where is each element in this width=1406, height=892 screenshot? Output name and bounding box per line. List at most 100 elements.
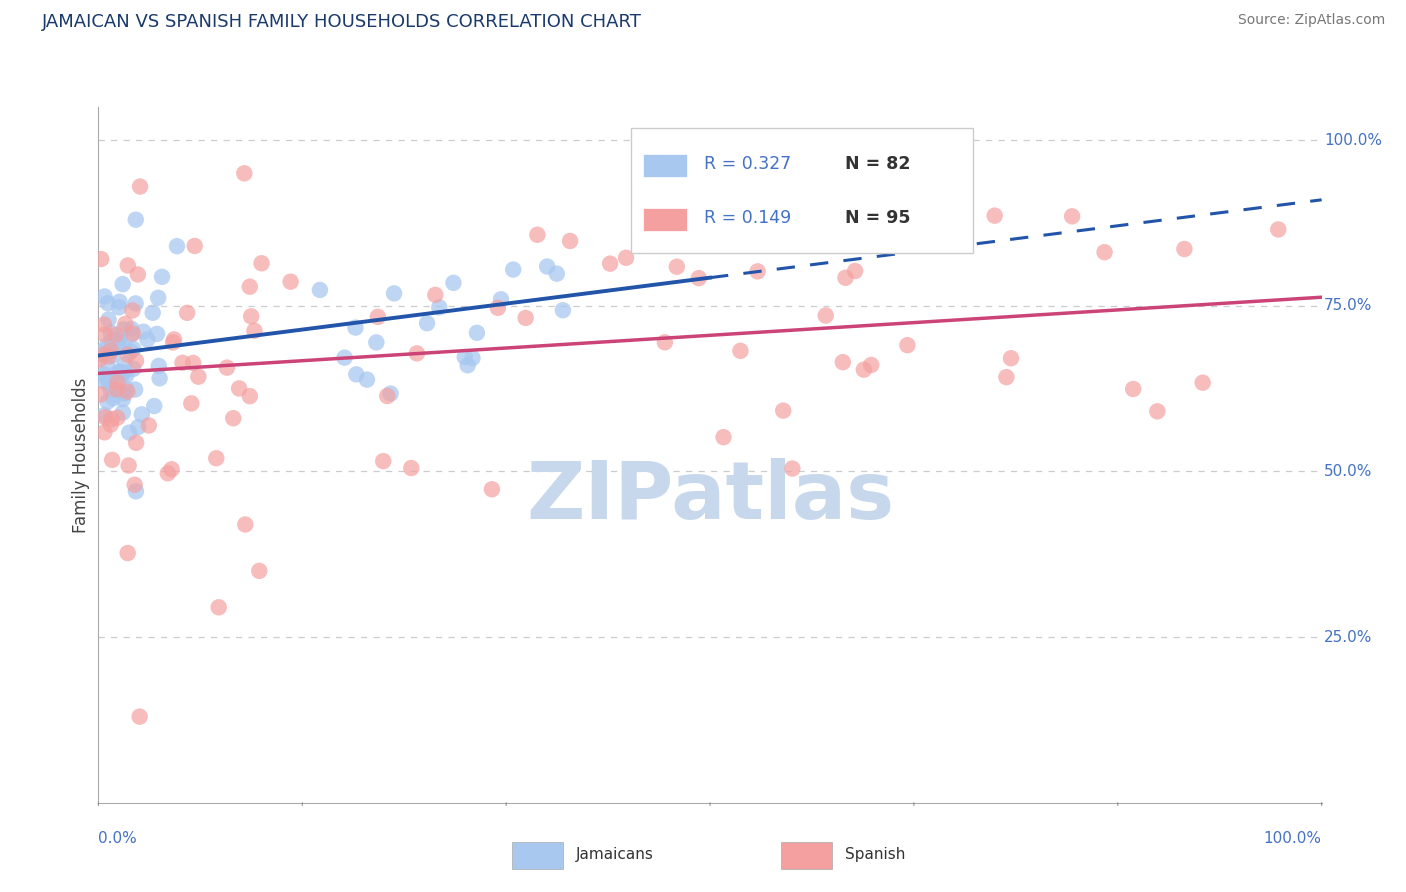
Point (93, 368, 115, 382)
Point (250, 256, 273, 270)
Point (110, 384, 132, 399)
FancyBboxPatch shape (643, 208, 686, 231)
Point (1062, 210, 1084, 224)
Point (166, 239, 188, 253)
Text: 0.0%: 0.0% (98, 830, 138, 846)
Point (1122, 382, 1144, 396)
Point (373, 454, 395, 468)
Point (160, 462, 183, 476)
Point (100, 412, 122, 426)
Point (105, 382, 128, 396)
Point (309, 283, 332, 297)
Point (148, 359, 170, 373)
Point (489, 293, 512, 307)
Point (481, 483, 503, 497)
Point (247, 564, 270, 578)
Point (1191, 376, 1213, 390)
Point (97, 359, 120, 374)
Text: 50.0%: 50.0% (1324, 464, 1372, 479)
Point (138, 418, 160, 433)
Point (127, 268, 149, 282)
Point (100, 326, 122, 340)
Point (93, 289, 115, 303)
Point (180, 396, 202, 410)
Point (97, 312, 120, 326)
FancyBboxPatch shape (780, 842, 832, 869)
Point (747, 264, 769, 278)
Point (122, 362, 145, 376)
Point (831, 355, 853, 369)
Point (100, 373, 122, 387)
Point (427, 301, 450, 315)
Point (486, 301, 509, 315)
Point (115, 368, 138, 383)
Point (416, 316, 439, 330)
Point (401, 461, 423, 475)
Point (97, 349, 120, 363)
Point (148, 291, 170, 305)
Point (108, 365, 131, 379)
Point (457, 359, 479, 373)
Point (344, 320, 367, 334)
Point (995, 370, 1018, 384)
Point (187, 369, 209, 384)
Point (183, 239, 205, 253)
Point (502, 262, 524, 277)
Point (121, 327, 143, 342)
Point (93, 349, 115, 363)
Point (118, 425, 141, 440)
Point (136, 333, 159, 347)
Point (526, 227, 548, 242)
Point (366, 335, 388, 350)
Point (111, 338, 134, 352)
Point (129, 179, 152, 194)
Point (112, 386, 135, 401)
Point (111, 277, 134, 292)
Point (120, 322, 142, 336)
Point (121, 303, 143, 318)
Point (93, 318, 115, 332)
Point (163, 333, 186, 347)
Point (515, 310, 537, 325)
Point (105, 376, 128, 390)
Point (96, 394, 118, 409)
Point (127, 420, 149, 434)
Point (112, 366, 135, 380)
Point (536, 260, 558, 274)
Point (142, 306, 165, 320)
Point (96, 338, 118, 352)
Point (97, 296, 120, 310)
Point (983, 209, 1005, 223)
FancyBboxPatch shape (512, 842, 564, 869)
Point (105, 410, 128, 425)
Point (215, 360, 238, 375)
Point (108, 337, 131, 351)
Point (243, 324, 266, 338)
Point (814, 309, 837, 323)
Point (239, 389, 262, 403)
Point (688, 271, 710, 285)
Point (124, 477, 146, 491)
Point (782, 461, 804, 475)
Point (1094, 245, 1116, 260)
Point (131, 408, 153, 422)
Point (117, 259, 139, 273)
Point (228, 381, 250, 395)
Point (146, 326, 169, 341)
Point (97, 373, 120, 387)
Point (465, 326, 488, 340)
Point (1000, 351, 1022, 366)
Point (149, 371, 172, 385)
Point (89, 352, 111, 367)
Point (108, 300, 131, 314)
Point (115, 382, 138, 396)
Text: R = 0.327: R = 0.327 (704, 155, 792, 173)
Point (93, 343, 115, 358)
Point (112, 322, 135, 336)
Text: Source: ZipAtlas.com: Source: ZipAtlas.com (1237, 13, 1385, 28)
Point (100, 343, 122, 358)
Point (860, 358, 883, 372)
Point (730, 343, 752, 358)
Point (614, 251, 637, 265)
Point (98, 345, 121, 359)
